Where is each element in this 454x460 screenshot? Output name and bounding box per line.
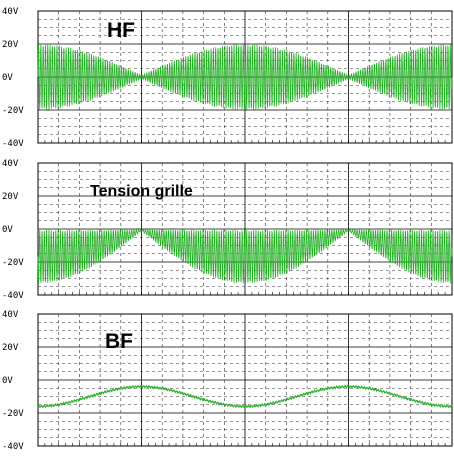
- panel-tension-grille: 40V 20V 0V -20V -40V Tension grille: [2, 159, 453, 301]
- panel-bf-ytick-label: 20V: [2, 343, 19, 353]
- panel-tension-grille-ytick-label: -20V: [2, 258, 24, 268]
- panel-hf-ytick-label: 20V: [2, 40, 19, 50]
- panel-hf-ytick-label: 0V: [2, 73, 13, 83]
- panel-bf: 40V 20V 0V -20V -40V BF: [2, 310, 453, 452]
- panel-hf-ticks: 40V 20V 0V -20V -40V: [2, 7, 453, 149]
- panel-tension-grille-ytick-label: 40V: [2, 159, 19, 169]
- panel-bf-ytick-label: 0V: [2, 376, 13, 386]
- panel-hf: 40V 20V 0V -20V -40V HF: [2, 7, 453, 149]
- panel-bf-title: BF: [105, 330, 133, 353]
- panel-bf-ytick-label: -40V: [2, 442, 24, 452]
- panel-bf-signal: [37, 384, 453, 409]
- panel-tension-grille-title: Tension grille: [90, 183, 193, 200]
- panel-tension-grille-ticks: 40V 20V 0V -20V -40V: [2, 159, 453, 301]
- panel-hf-title: HF: [107, 19, 135, 42]
- panel-hf-signal: [37, 44, 453, 110]
- panel-tension-grille-ytick-label: 0V: [2, 225, 13, 235]
- panel-hf-ytick-label: 40V: [2, 7, 19, 17]
- panel-hf-ytick-label: -20V: [2, 106, 24, 116]
- panel-tension-grille-ytick-label: 20V: [2, 192, 19, 202]
- panel-hf-ytick-label: -40V: [2, 139, 24, 149]
- panel-bf-grid: [38, 314, 452, 446]
- panel-bf-ytick-label: 40V: [2, 310, 19, 320]
- panel-tension-grille-ytick-label: -40V: [2, 291, 24, 301]
- panel-bf-ytick-label: -20V: [2, 409, 24, 419]
- panel-tension-grille-signal: [37, 228, 453, 284]
- panel-bf-ticks: 40V 20V 0V -20V -40V: [2, 310, 453, 452]
